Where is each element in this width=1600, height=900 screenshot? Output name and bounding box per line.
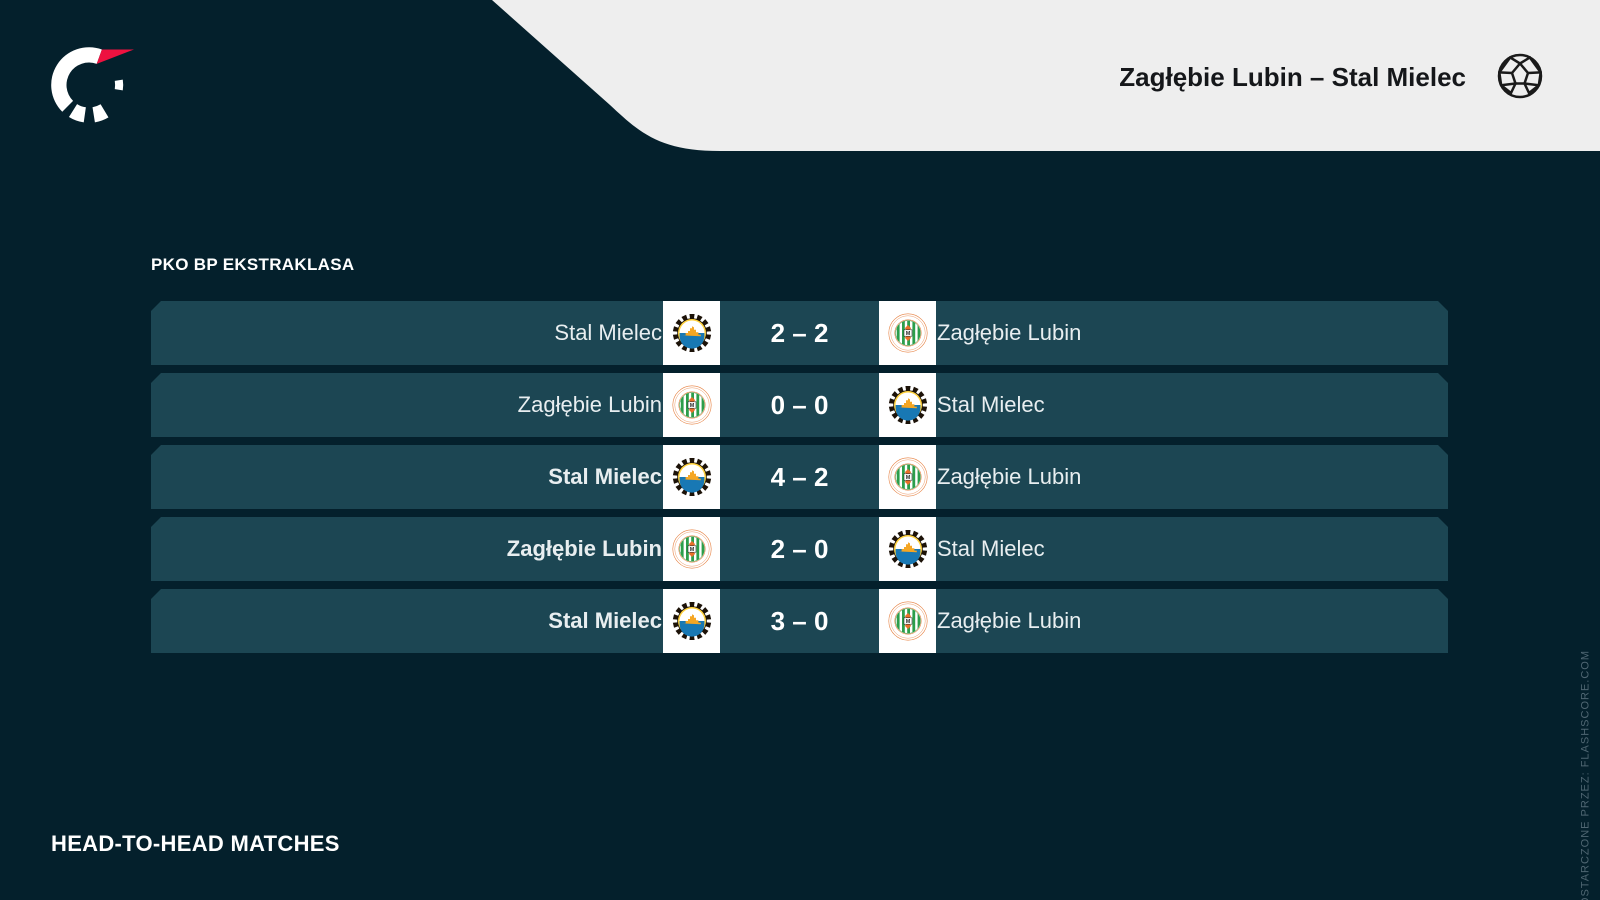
svg-text:M: M <box>905 331 909 337</box>
svg-text:M: M <box>689 403 693 409</box>
svg-text:M: M <box>905 619 909 625</box>
svg-text:M: M <box>905 475 909 481</box>
svg-text:M: M <box>689 547 693 553</box>
